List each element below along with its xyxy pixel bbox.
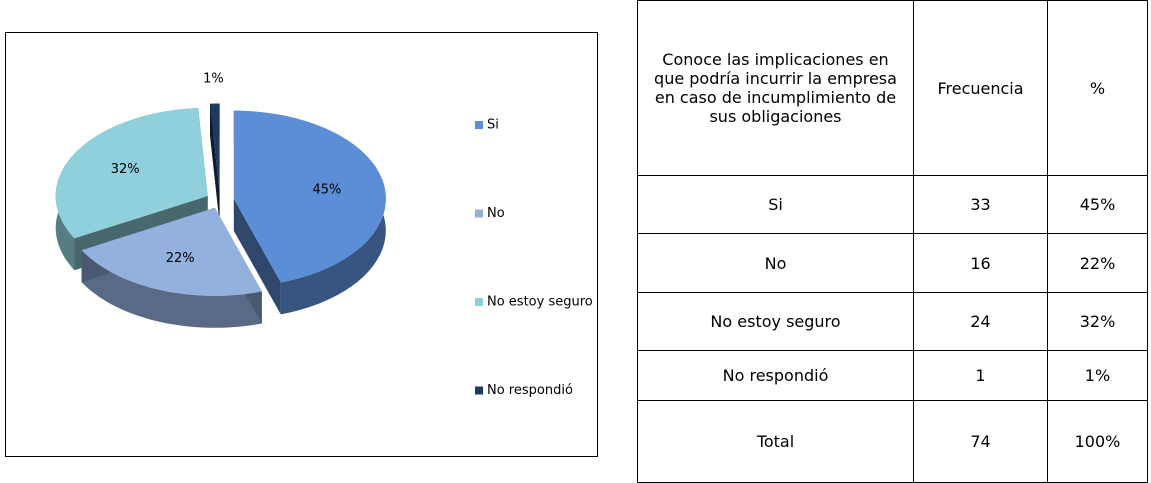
legend-label: No estoy seguro [487, 295, 593, 310]
header-cell: Frecuencia [913, 0, 1048, 176]
table-row: No estoy seguro 24 32% [637, 292, 1148, 351]
table-cell: 1 [913, 350, 1048, 401]
legend-label: No respondió [487, 383, 573, 398]
legend-swatch [475, 209, 483, 218]
slice-side [233, 198, 281, 315]
table-row: No 16 22% [637, 233, 1148, 293]
table-cell: 1% [1047, 350, 1148, 401]
table-cell: No [637, 233, 914, 293]
slice [55, 108, 208, 239]
table-cell: 16 [913, 233, 1048, 293]
slice [233, 110, 386, 283]
legend-swatch [475, 386, 483, 395]
table-cell: No respondió [637, 350, 914, 401]
data-label: 22% [166, 251, 195, 266]
table-cell: No estoy seguro [637, 292, 914, 351]
table-cell: 74 [913, 400, 1048, 483]
table-cell: 33 [913, 175, 1048, 234]
legend-label: No [487, 206, 505, 221]
slice [210, 103, 220, 192]
data-table: Conoce las implicaciones en que podría i… [637, 0, 1148, 483]
legend-swatch [475, 298, 483, 306]
chart: 45% 22% 32% 1% Si No No estoy seguro No respond… [5, 32, 598, 457]
header-row: Conoce las implicaciones en que podría i… [637, 0, 1148, 176]
slice [81, 207, 262, 296]
table-cell: 22% [1047, 233, 1148, 293]
legend-label: Si [487, 118, 499, 133]
header-cell: % [1047, 0, 1148, 176]
table-cell: Total [637, 400, 914, 483]
table-row: No respondió 1 1% [637, 350, 1148, 401]
slice-side [81, 250, 262, 328]
table-row: Total 74 100% [637, 400, 1148, 483]
slice-side [210, 103, 220, 224]
table-cell: Si [637, 175, 914, 234]
legend-swatch [475, 121, 483, 129]
table-cell: 100% [1047, 400, 1148, 483]
table-cell: 24 [913, 292, 1048, 351]
table-cell: 45% [1047, 175, 1148, 234]
header-cell: Conoce las implicaciones en que podría i… [637, 0, 914, 176]
table-row: Si 33 45% [637, 175, 1148, 234]
data-label: 32% [111, 162, 140, 177]
data-label: 1% [203, 72, 224, 87]
table-cell: 32% [1047, 292, 1148, 351]
data-label: 45% [312, 183, 341, 198]
